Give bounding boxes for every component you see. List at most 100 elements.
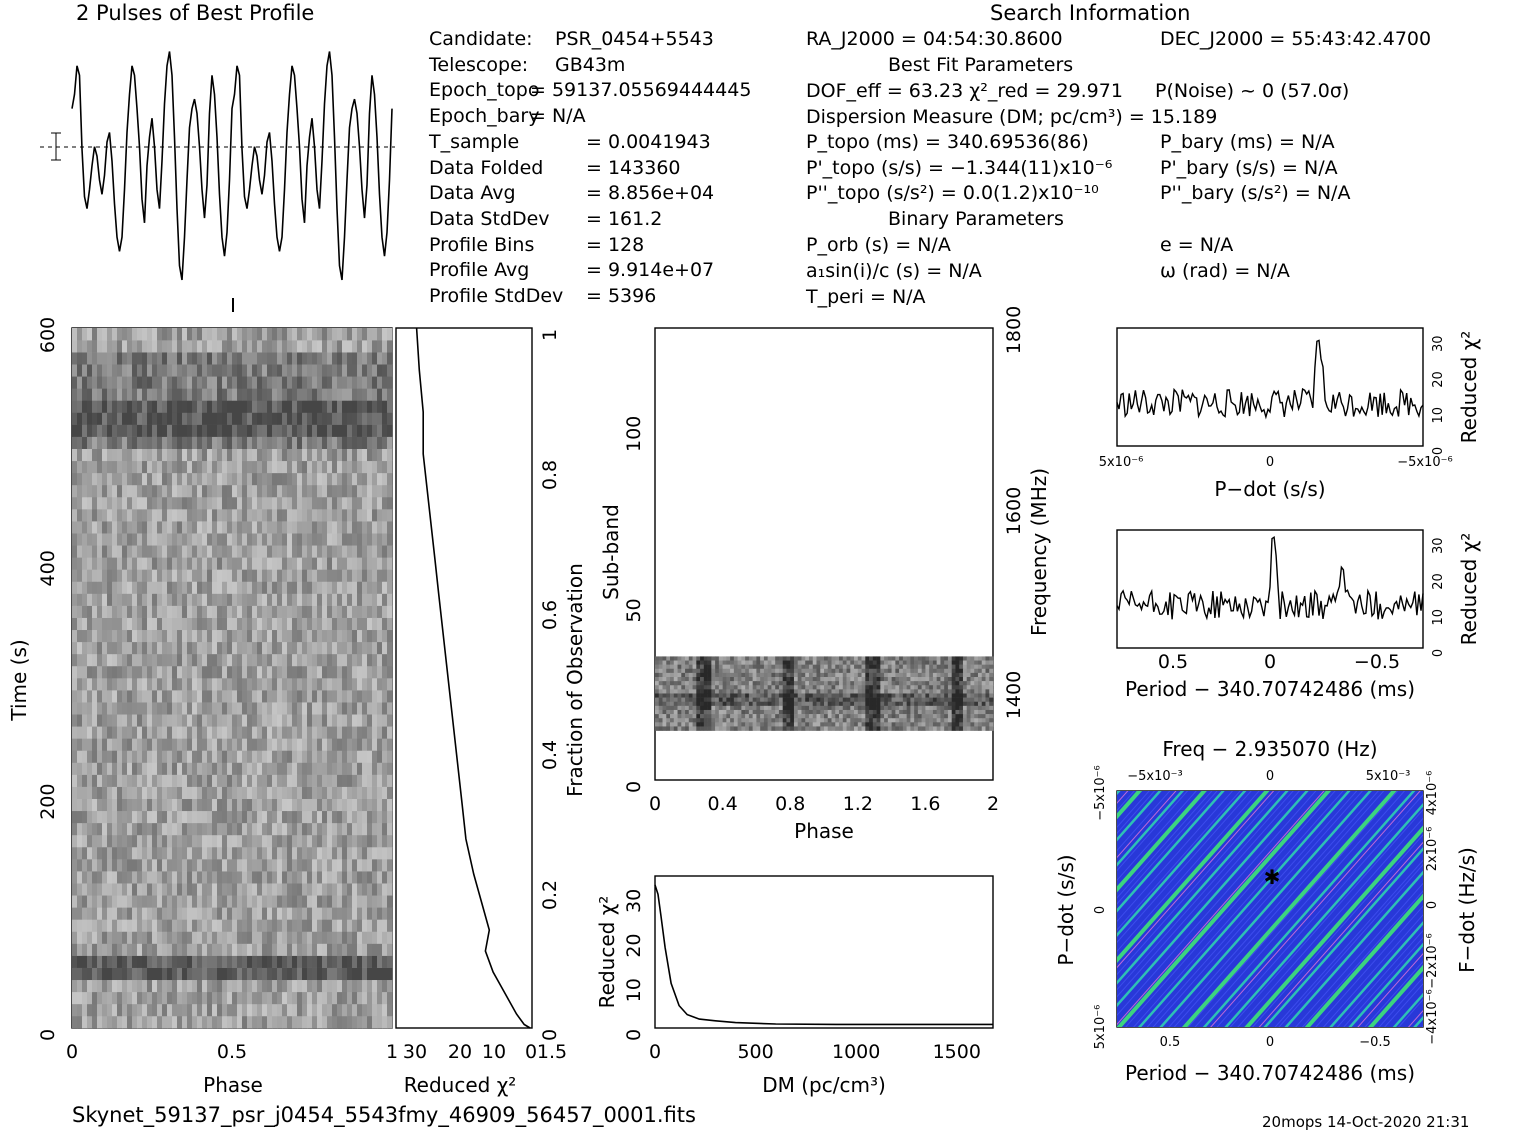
time-phase-cell <box>337 690 343 703</box>
time-phase-cell <box>277 810 283 824</box>
subband-cell <box>756 701 761 707</box>
time-phase-cell <box>207 352 213 365</box>
time-phase-cell <box>127 738 133 751</box>
time-phase-cell <box>282 629 288 643</box>
subband-cell <box>700 685 705 690</box>
time-phase-cell <box>257 750 263 763</box>
subband-cell <box>760 668 765 674</box>
time-phase-cell <box>222 653 228 667</box>
time-phase-cell <box>192 569 198 582</box>
time-phase-cell <box>162 436 168 449</box>
time-phase-cell <box>357 484 363 498</box>
time-phase-cell <box>342 774 348 787</box>
time-phase-cell <box>87 750 93 763</box>
time-phase-cell <box>337 641 343 655</box>
subband-cell <box>666 689 671 694</box>
time-phase-cell <box>377 678 383 691</box>
subband-cell <box>805 701 810 707</box>
subband-cell <box>944 693 949 698</box>
subband-cell <box>966 672 971 678</box>
subband-cell <box>805 693 810 698</box>
time-phase-cell <box>112 533 118 546</box>
time-phase-cell <box>307 569 313 582</box>
subband-cell <box>921 709 926 715</box>
time-phase-cell <box>302 979 308 993</box>
time-phase-cell <box>302 448 308 462</box>
subband-cell <box>981 697 986 703</box>
time-phase-cell <box>152 448 158 462</box>
time-phase-cell <box>122 726 128 739</box>
time-phase-cell <box>227 424 233 437</box>
time-phase-cell <box>282 509 288 522</box>
time-phase-cell <box>292 376 298 389</box>
time-phase-cell <box>147 979 153 993</box>
time-phase-cell <box>207 895 213 908</box>
time-phase-cell <box>282 557 288 570</box>
time-phase-cell <box>352 883 358 896</box>
time-phase-cell <box>197 352 203 365</box>
time-phase-cell <box>82 967 88 981</box>
time-phase-cell <box>187 871 193 884</box>
subband-cell <box>745 664 750 670</box>
time-phase-cell <box>332 605 338 618</box>
time-phase-cell <box>92 352 98 365</box>
time-phase-cell <box>247 605 253 618</box>
time-phase-cell <box>277 521 283 534</box>
time-phase-cell <box>172 448 178 462</box>
time-phase-cell <box>367 822 373 836</box>
time-phase-cell <box>122 436 128 449</box>
time-phase-cell <box>202 822 208 836</box>
subband-cell <box>748 701 753 707</box>
time-phase-cell <box>232 846 238 860</box>
time-phase-cell <box>332 1003 338 1017</box>
time-phase-cell <box>222 846 228 860</box>
time-phase-cell <box>82 690 88 703</box>
time-phase-cell <box>197 690 203 703</box>
time-phase-cell <box>252 484 258 498</box>
time-phase-cell <box>187 653 193 667</box>
subband-cell <box>782 672 787 678</box>
time-phase-cell <box>267 678 273 691</box>
time-phase-cell <box>252 726 258 739</box>
time-phase-cell <box>162 533 168 546</box>
time-phase-cell <box>122 653 128 667</box>
time-phase-cell <box>242 1003 248 1017</box>
time-phase-cell <box>292 496 298 510</box>
time-phase-cell <box>227 484 233 498</box>
time-phase-cell <box>142 340 148 353</box>
time-phase-cell <box>87 726 93 739</box>
time-phase-cell <box>262 762 268 775</box>
subband-cell <box>666 709 671 715</box>
time-phase-cell <box>347 376 353 389</box>
subband-cell <box>962 656 968 661</box>
time-phase-cell <box>212 871 218 884</box>
time-phase-cell <box>367 955 373 968</box>
subband-cell <box>733 685 738 690</box>
subband-cell <box>722 693 727 698</box>
time-phase-cell <box>272 931 278 944</box>
subband-cell <box>824 664 829 670</box>
time-phase-cell <box>382 364 388 377</box>
subband-cell <box>658 685 663 690</box>
subband-cell <box>910 681 915 686</box>
subband-cell <box>805 664 810 670</box>
time-phase-cell <box>157 883 163 896</box>
subband-cell <box>775 709 780 715</box>
time-phase-cell <box>162 581 168 594</box>
time-phase-cell <box>387 593 393 606</box>
subband-cell <box>955 656 960 661</box>
time-phase-cell <box>132 955 138 968</box>
time-phase-cell <box>352 919 358 932</box>
time-phase-cell <box>272 629 278 643</box>
time-phase-cell <box>97 955 103 968</box>
time-phase-cell <box>127 762 133 775</box>
subband-cell <box>974 705 979 711</box>
time-phase-cell <box>117 690 123 703</box>
time-phase-cell <box>97 629 103 643</box>
subband-cell <box>703 664 708 670</box>
time-phase-cell <box>377 641 383 655</box>
time-phase-cell <box>132 641 138 655</box>
time-phase-cell <box>362 762 368 775</box>
time-phase-cell <box>292 846 298 860</box>
time-phase-cell <box>187 436 193 449</box>
